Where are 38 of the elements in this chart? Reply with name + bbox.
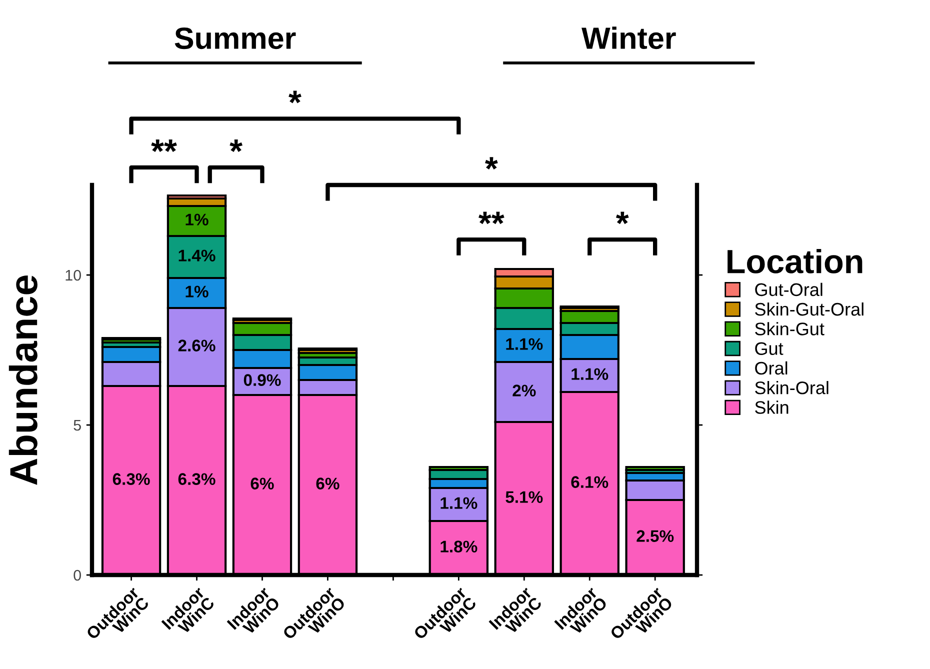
y-tick-label: 10 bbox=[66, 270, 81, 281]
annotation: * bbox=[616, 212, 629, 224]
text: * bbox=[288, 90, 302, 104]
data-label: 2% bbox=[512, 384, 536, 396]
text: * bbox=[230, 140, 242, 152]
legend-label: Gut-Oral bbox=[755, 282, 822, 296]
data-label: 6% bbox=[250, 478, 274, 490]
legend-label: Skin-Gut bbox=[755, 322, 824, 336]
data-label: 1.1% bbox=[506, 338, 543, 350]
legend-label: Skin-Oral bbox=[755, 380, 828, 394]
legend-label: Skin bbox=[755, 400, 788, 414]
data-label: 2.5% bbox=[636, 530, 674, 542]
text: ** bbox=[151, 140, 177, 152]
bar bbox=[625, 466, 685, 472]
text: Summer bbox=[174, 27, 296, 50]
data-label: 1.1% bbox=[572, 368, 608, 380]
data-label: 6.3% bbox=[178, 473, 216, 485]
data-label: 1% bbox=[186, 286, 208, 298]
text: Winter bbox=[582, 26, 676, 50]
data-label: 2.6% bbox=[178, 340, 216, 352]
y-axis-title: Abundance bbox=[8, 275, 38, 485]
data-label: 6% bbox=[316, 478, 340, 490]
legend-label: Skin-Gut-Oral bbox=[755, 302, 864, 316]
data-label: 1.4% bbox=[178, 250, 216, 262]
data-label: 1.1% bbox=[440, 497, 478, 509]
data-label: 5.1% bbox=[506, 491, 543, 503]
y-tick-label: 0 bbox=[74, 570, 81, 581]
legend-label: Oral bbox=[755, 361, 788, 375]
legend-title: Location bbox=[728, 248, 862, 274]
data-label: 1.8% bbox=[440, 540, 478, 552]
data-label: 6.3% bbox=[112, 473, 150, 485]
legend-label: Gut bbox=[755, 342, 784, 355]
y-tick-label: 5 bbox=[74, 420, 81, 431]
data-label: 1% bbox=[186, 214, 208, 226]
data-label: 0.9% bbox=[244, 374, 281, 386]
data-label: 6.1% bbox=[571, 476, 608, 488]
annotation: ** bbox=[478, 212, 504, 224]
text: * bbox=[485, 157, 498, 170]
